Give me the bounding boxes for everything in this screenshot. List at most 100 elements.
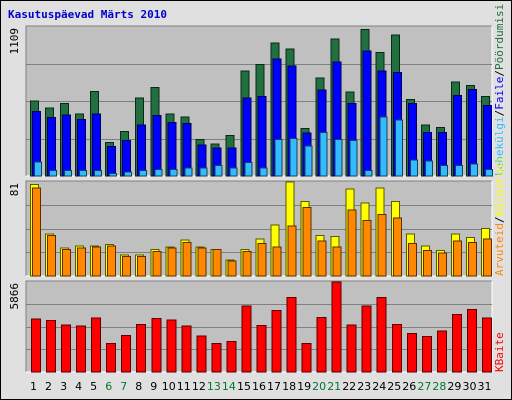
bar-hits-day-6 [109, 172, 118, 177]
bar-sites-day-6 [107, 245, 117, 277]
x-tick-label-day-21: 21 [327, 380, 341, 393]
bar-kbytes-day-5 [91, 317, 102, 373]
bar-hits-day-18 [289, 137, 298, 177]
bar-sites-day-19 [302, 207, 312, 277]
bar-sites-day-3 [62, 248, 72, 277]
x-tick-label-day-13: 13 [207, 380, 221, 393]
bar-hits-day-27 [424, 160, 433, 177]
x-tick-label-day-25: 25 [387, 380, 401, 393]
panel-visits-bevel-dark [25, 180, 492, 276]
bar-sites-day-24 [377, 213, 387, 277]
bar-sites-day-7 [122, 255, 132, 277]
bar-kbytes-day-6 [106, 343, 117, 373]
bar-sites-day-27 [422, 249, 432, 277]
bar-hits-day-11 [184, 167, 193, 177]
x-tick-label-day-7: 7 [120, 380, 127, 393]
bar-sites-day-29 [452, 240, 462, 277]
bar-hits-day-5 [94, 170, 103, 177]
bar-kbytes-day-1 [31, 318, 41, 373]
x-tick-label-day-12: 12 [192, 380, 206, 393]
bar-kbytes-day-21 [331, 281, 342, 373]
x-tick-label-day-29: 29 [447, 380, 461, 393]
x-tick-label-day-14: 14 [222, 380, 236, 393]
bar-sites-day-23 [362, 219, 372, 277]
bar-hits-day-26 [409, 159, 418, 177]
x-tick-label-day-5: 5 [90, 380, 97, 393]
bar-hits-day-15 [244, 162, 253, 177]
bar-kbytes-day-18 [286, 296, 297, 373]
bar-sites-day-9 [152, 251, 162, 277]
bar-kbytes-day-24 [376, 296, 387, 373]
legend-entry-kbytes-0: KBaite [493, 332, 506, 372]
bar-hits-day-7 [124, 171, 133, 177]
bar-kbytes-day-27 [421, 335, 432, 373]
x-tick-label-day-15: 15 [237, 380, 251, 393]
chart-title: Kasutuspäevad Märts 2010 [8, 8, 167, 21]
x-tick-label-day-1: 1 [30, 380, 37, 393]
x-tick-label-day-11: 11 [177, 380, 191, 393]
panel-requests-ymax-label: 1109 [8, 28, 21, 55]
bar-files-day-31 [482, 104, 492, 177]
bar-hits-day-16 [259, 167, 268, 177]
bar-hits-day-12 [199, 167, 208, 177]
bar-files-day-3 [62, 114, 72, 177]
panel-visits-ymax-label: 81 [8, 183, 21, 196]
bar-files-day-29 [452, 94, 462, 177]
bar-hits-day-4 [79, 170, 88, 177]
bar-sites-day-10 [167, 247, 177, 277]
bar-hits-day-25 [394, 119, 403, 177]
bar-sites-day-5 [92, 246, 102, 277]
bar-sites-day-30 [467, 241, 477, 277]
x-tick-label-day-20: 20 [312, 380, 326, 393]
bar-kbytes-day-25 [391, 324, 402, 373]
bar-sites-day-25 [392, 217, 402, 277]
bar-sites-day-8 [137, 255, 147, 277]
bar-sites-day-26 [407, 243, 417, 277]
x-tick-label-day-2: 2 [45, 380, 52, 393]
bar-kbytes-day-17 [271, 310, 282, 373]
x-tick-label-day-10: 10 [162, 380, 176, 393]
bar-kbytes-day-29 [451, 313, 462, 373]
bar-hits-day-10 [169, 168, 178, 177]
bar-files-day-30 [467, 88, 477, 177]
bar-kbytes-day-7 [121, 335, 132, 373]
x-tick-label-day-31: 31 [478, 380, 492, 393]
x-tick-label-day-8: 8 [135, 380, 142, 393]
bar-hits-day-8 [139, 170, 148, 177]
bar-hits-day-1 [34, 161, 42, 177]
legend-entry-visits-0: Arvuteid [493, 223, 506, 276]
bar-hits-day-23 [364, 170, 373, 177]
bar-kbytes-day-13 [211, 343, 222, 373]
x-tick-label-day-24: 24 [372, 380, 386, 393]
bar-sites-day-18 [287, 225, 297, 277]
x-tick-label-day-27: 27 [417, 380, 431, 393]
x-tick-label-day-22: 22 [342, 380, 356, 393]
bar-hits-day-14 [229, 167, 238, 177]
x-tick-label-day-30: 30 [463, 380, 477, 393]
panel-kbytes-legend: KBaite [493, 332, 506, 372]
bar-kbytes-day-14 [226, 340, 237, 373]
bar-files-day-4 [77, 119, 87, 177]
bar-hits-day-30 [469, 163, 478, 177]
bar-kbytes-day-16 [256, 325, 267, 373]
bar-hits-day-9 [154, 168, 163, 177]
bar-sites-day-15 [242, 251, 252, 277]
bar-files-day-5 [92, 113, 102, 177]
bar-kbytes-day-28 [436, 330, 447, 373]
bar-hits-day-22 [349, 139, 358, 177]
bar-sites-day-2 [47, 234, 57, 277]
panel-visits-legend: Arvuteid/Külastusi [493, 157, 506, 276]
x-tick-label-day-4: 4 [75, 380, 82, 393]
x-tick-label-day-3: 3 [60, 380, 67, 393]
bar-files-day-16 [257, 96, 267, 177]
bar-kbytes-day-23 [361, 305, 372, 373]
legend-separator: / [493, 216, 506, 223]
legend-entry-requests-0: Lehekülgi [493, 116, 506, 176]
bar-sites-day-17 [272, 246, 282, 277]
bar-files-day-9 [152, 115, 162, 177]
bar-hits-day-24 [379, 116, 388, 177]
bar-sites-day-14 [227, 260, 237, 277]
legend-separator: / [493, 110, 506, 117]
bar-sites-day-13 [212, 248, 222, 277]
bar-hits-day-20 [319, 131, 328, 177]
